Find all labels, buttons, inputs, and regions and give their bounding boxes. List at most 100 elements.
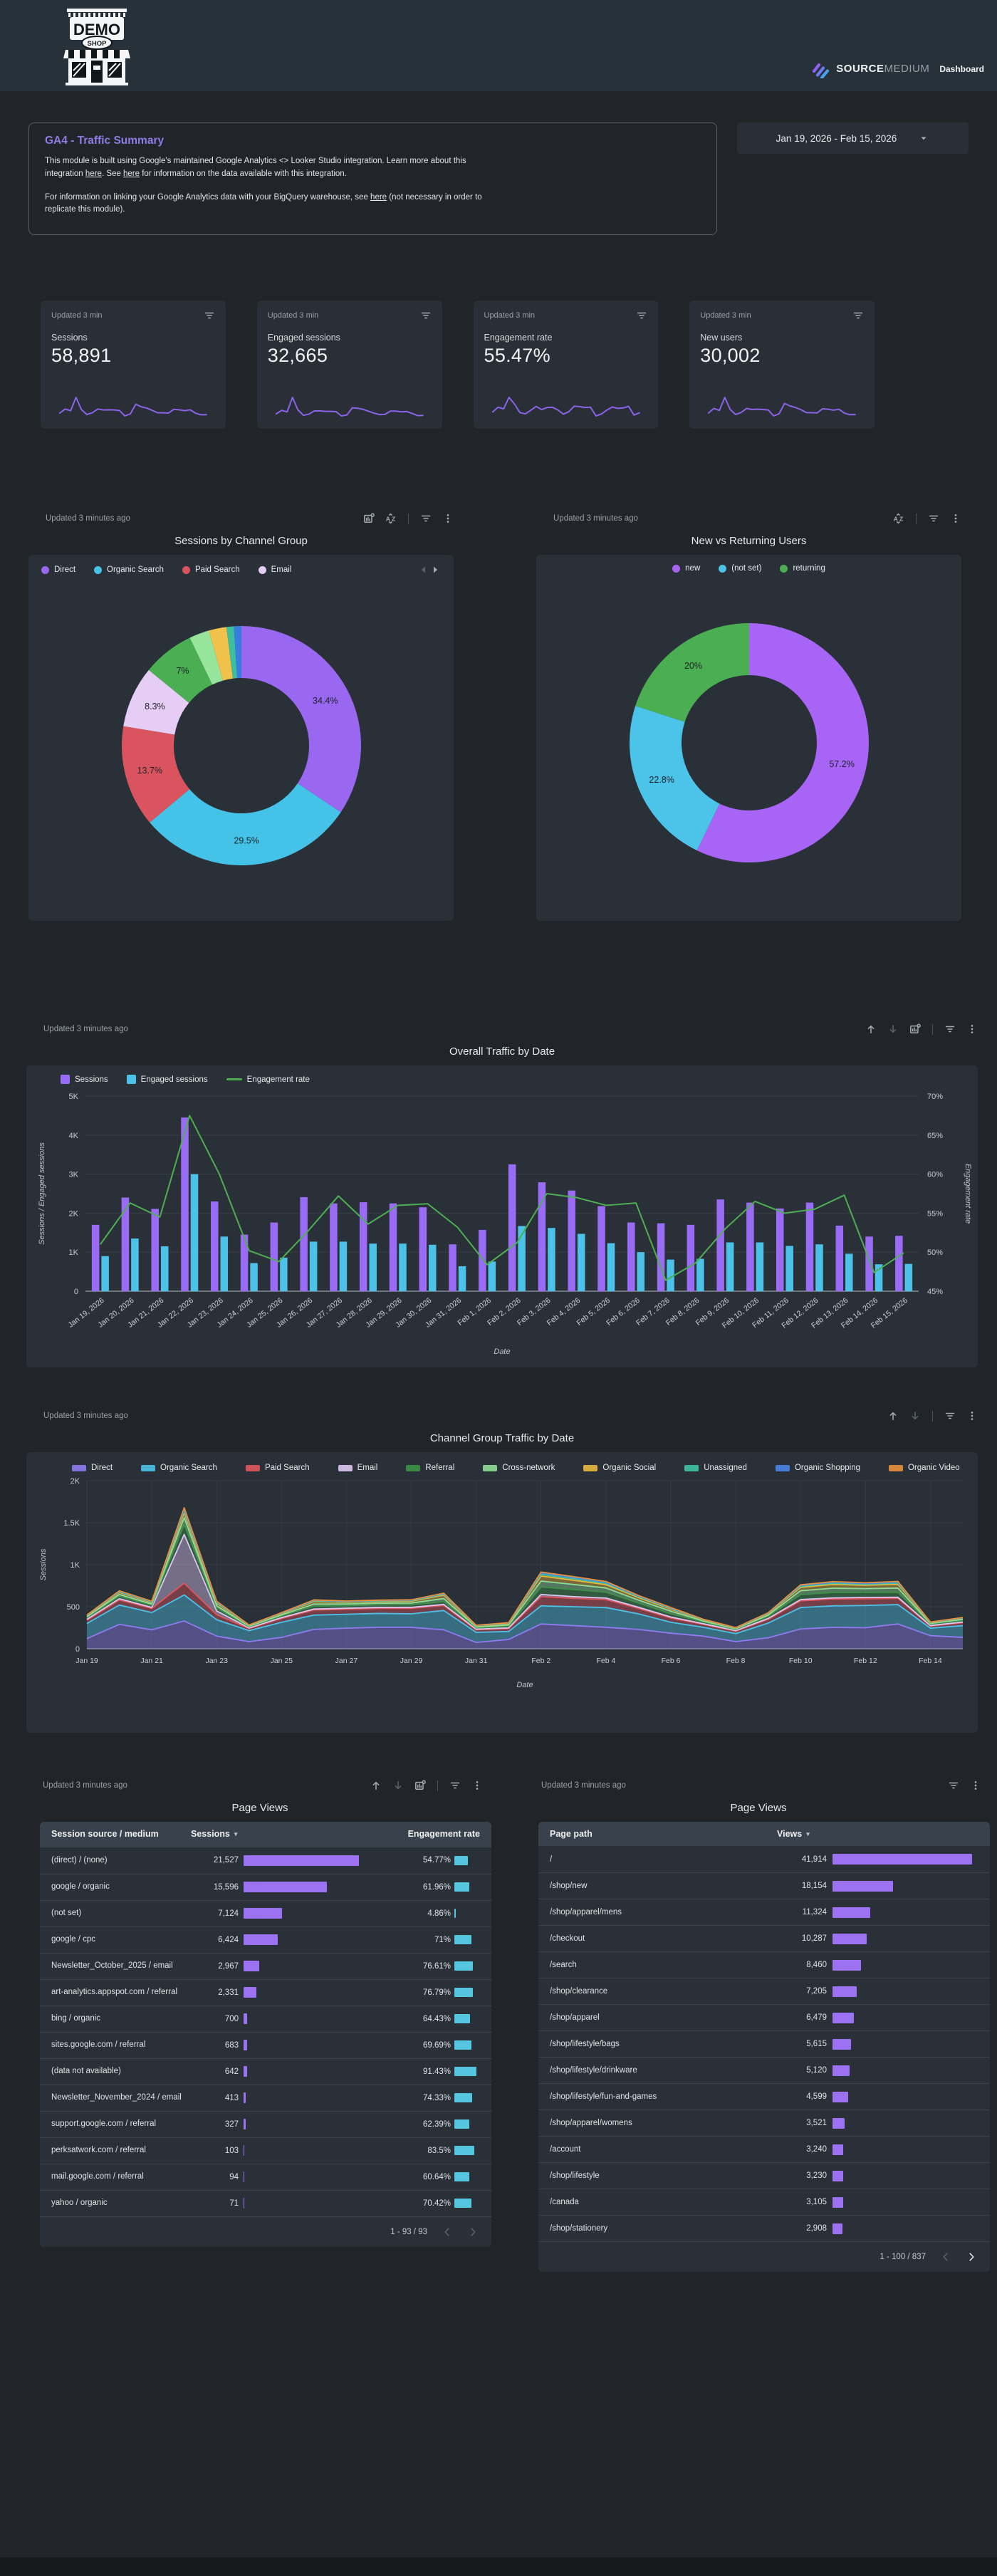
filter-icon[interactable] (944, 1023, 956, 1035)
bar-engaged-sessions[interactable] (309, 1241, 318, 1292)
legend-item-engaged-sessions[interactable]: Engaged sessions (126, 1075, 208, 1085)
explore-chart-icon[interactable] (414, 1780, 426, 1791)
move-down-icon[interactable] (887, 1023, 899, 1035)
bar-sessions[interactable] (805, 1202, 814, 1292)
table-row[interactable]: / 41,914 (538, 1846, 990, 1872)
donut-slice-referral[interactable] (148, 637, 212, 704)
donut-slice-returning[interactable] (635, 623, 749, 722)
bar-engaged-sessions[interactable] (696, 1258, 704, 1292)
prev-page-icon[interactable] (442, 2226, 453, 2238)
move-down-icon[interactable] (392, 1780, 404, 1791)
legend-item-direct[interactable]: Direct (41, 565, 75, 574)
move-up-icon[interactable] (370, 1780, 382, 1791)
filter-icon[interactable] (928, 513, 939, 524)
table-row[interactable]: /shop/clearance 7,205 (538, 1978, 990, 2004)
move-up-icon[interactable] (887, 1410, 899, 1422)
table-row[interactable]: google / cpc 6,424 71% (40, 1926, 491, 1953)
table-row[interactable]: /shop/apparel 6,479 (538, 2004, 990, 2030)
bar-sessions[interactable] (300, 1197, 308, 1292)
bar-engaged-sessions[interactable] (785, 1246, 793, 1292)
table-row[interactable]: /shop/new 18,154 (538, 1872, 990, 1899)
explore-chart-icon[interactable] (909, 1023, 921, 1035)
filter-icon[interactable] (944, 1410, 956, 1422)
area-layer-referral[interactable] (87, 1524, 963, 1631)
legend-item-paid-search[interactable]: Paid Search (182, 565, 240, 574)
col-header-sessions[interactable]: Sessions ▾ (191, 1829, 238, 1840)
table-row[interactable]: /shop/lifestyle/fun-and-games 4,599 (538, 2083, 990, 2110)
table-row[interactable]: perksatwork.com / referral 103 83.5% (40, 2137, 491, 2164)
more-menu-icon[interactable] (970, 1780, 981, 1791)
bar-engaged-sessions[interactable] (756, 1242, 764, 1292)
legend-item-cross-network[interactable]: Cross-network (483, 1464, 555, 1472)
area-layer-organic-search[interactable] (87, 1595, 963, 1643)
table-row[interactable]: sites.google.com / referral 683 69.69% (40, 2031, 491, 2058)
col-header-source[interactable]: Session source / medium (51, 1829, 159, 1840)
donut-slice-organic-shopping[interactable] (233, 626, 241, 679)
bar-sessions[interactable] (240, 1234, 249, 1292)
legend-item-returning[interactable]: returning (780, 564, 825, 573)
legend-item-organic-video[interactable]: Organic Video (889, 1464, 960, 1472)
pager-right-icon[interactable] (429, 564, 441, 575)
bar-sessions[interactable] (538, 1182, 546, 1292)
bar-sessions[interactable] (716, 1199, 724, 1292)
legend-item-organic-search[interactable]: Organic Search (141, 1464, 217, 1472)
bar-engaged-sessions[interactable] (726, 1242, 734, 1292)
date-range-picker[interactable]: Jan 19, 2026 - Feb 15, 2026 (737, 122, 969, 154)
bar-engaged-sessions[interactable] (845, 1253, 853, 1292)
bar-sessions[interactable] (835, 1226, 844, 1292)
table-row[interactable]: bing / organic 700 64.43% (40, 2005, 491, 2032)
bar-sessions[interactable] (270, 1222, 278, 1292)
table-row[interactable]: /shop/lifestyle/bags 5,615 (538, 2030, 990, 2057)
here-link[interactable]: here (85, 169, 102, 178)
bar-sessions[interactable] (91, 1225, 100, 1292)
bar-sessions[interactable] (508, 1164, 516, 1292)
explore-chart-icon[interactable] (363, 513, 375, 524)
bar-engaged-sessions[interactable] (101, 1256, 109, 1292)
table-row[interactable]: Newsletter_November_2024 / email 413 74.33… (40, 2084, 491, 2111)
bar-engaged-sessions[interactable] (458, 1266, 466, 1292)
col-header-path[interactable]: Page path (550, 1829, 593, 1840)
more-menu-icon[interactable] (966, 1410, 978, 1422)
legend-item-unassigned[interactable]: Unassigned (684, 1464, 747, 1472)
table-row[interactable]: (direct) / (none) 21,527 54.77% (40, 1847, 491, 1874)
move-down-icon[interactable] (909, 1410, 921, 1422)
table-row[interactable]: (data not available) 642 91.43% (40, 2058, 491, 2085)
bar-sessions[interactable] (865, 1236, 873, 1292)
bar-engaged-sessions[interactable] (190, 1174, 199, 1292)
bar-sessions[interactable] (687, 1225, 695, 1292)
more-menu-icon[interactable] (950, 513, 961, 524)
donut-slice-unassigned[interactable] (226, 626, 237, 679)
col-header-views[interactable]: Views ▾ (777, 1829, 810, 1840)
donut-slice-new[interactable] (696, 623, 869, 863)
legend-item-email[interactable]: Email (338, 1464, 377, 1472)
bar-sessions[interactable] (776, 1209, 784, 1292)
bar-sessions[interactable] (449, 1244, 456, 1292)
next-page-icon[interactable] (467, 2226, 479, 2238)
table-row[interactable]: /shop/lifestyle 3,230 (538, 2162, 990, 2189)
table-row[interactable]: /account 3,240 (538, 2136, 990, 2162)
bar-sessions[interactable] (895, 1236, 903, 1292)
here-link[interactable]: here (370, 192, 387, 202)
legend-item-direct[interactable]: Direct (72, 1464, 113, 1472)
donut-slice-organic-social[interactable] (208, 627, 233, 681)
filter-icon[interactable] (449, 1780, 461, 1791)
bar-sessions[interactable] (121, 1197, 130, 1292)
legend-item-sessions[interactable]: Sessions (61, 1075, 108, 1085)
filter-icon[interactable] (636, 310, 647, 321)
table-row[interactable]: support.google.com / referral 327 62.39% (40, 2110, 491, 2137)
bar-engaged-sessions[interactable] (577, 1234, 585, 1292)
bar-engaged-sessions[interactable] (250, 1263, 258, 1292)
donut-slice-email[interactable] (122, 669, 189, 735)
legend-item-organic-shopping[interactable]: Organic Shopping (775, 1464, 860, 1472)
filter-icon[interactable] (948, 1780, 959, 1791)
bar-engaged-sessions[interactable] (904, 1263, 913, 1292)
donut-slice-direct[interactable] (241, 626, 361, 813)
table-row[interactable]: yahoo / organic 71 70.42% (40, 2189, 491, 2216)
legend-item-email[interactable]: Email (258, 565, 291, 574)
bar-engaged-sessions[interactable] (875, 1264, 883, 1292)
legend-item-new[interactable]: new (672, 564, 700, 573)
donut-slice-cross-network[interactable] (189, 630, 223, 685)
bar-engaged-sessions[interactable] (220, 1236, 229, 1292)
bar-sessions[interactable] (419, 1207, 427, 1292)
